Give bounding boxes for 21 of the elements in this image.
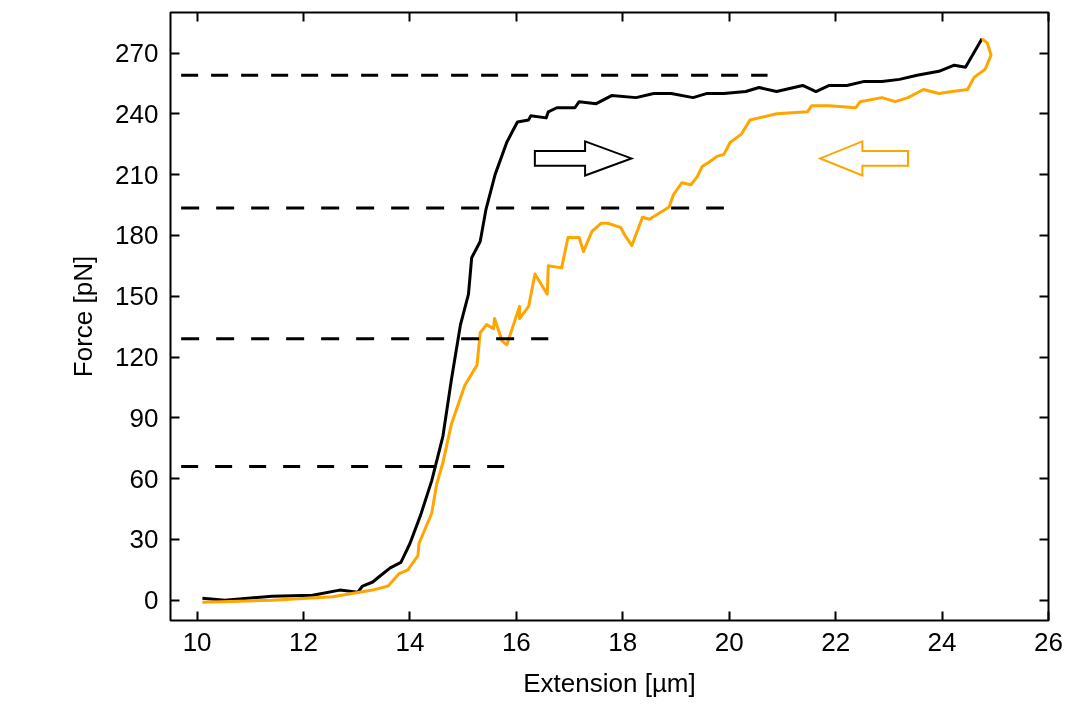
y-tick-label: 30 <box>129 524 159 555</box>
x-tick-label: 20 <box>714 626 744 657</box>
y-tick-label: 210 <box>115 159 159 190</box>
y-tick-label: 60 <box>129 463 159 494</box>
x-axis-title: Extension [µm] <box>523 667 696 698</box>
x-tick-label: 12 <box>289 626 318 657</box>
x-tick-label: 24 <box>927 626 957 657</box>
x-tick-label: 10 <box>182 626 212 657</box>
x-tick-label: 26 <box>1034 626 1063 657</box>
x-tick-label: 16 <box>501 626 531 657</box>
y-axis-title: Force [pN] <box>68 255 99 378</box>
y-tick-label: 120 <box>115 342 159 373</box>
y-tick-label: 270 <box>115 38 159 69</box>
x-tick-label: 18 <box>608 626 638 657</box>
x-tick-label: 14 <box>395 626 425 657</box>
x-tick-label: 22 <box>821 626 851 657</box>
y-tick-label: 240 <box>115 98 159 129</box>
y-tick-label: 0 <box>144 585 159 616</box>
y-tick-label: 150 <box>115 281 159 312</box>
y-tick-label: 180 <box>115 220 159 251</box>
y-tick-label: 90 <box>129 402 159 433</box>
